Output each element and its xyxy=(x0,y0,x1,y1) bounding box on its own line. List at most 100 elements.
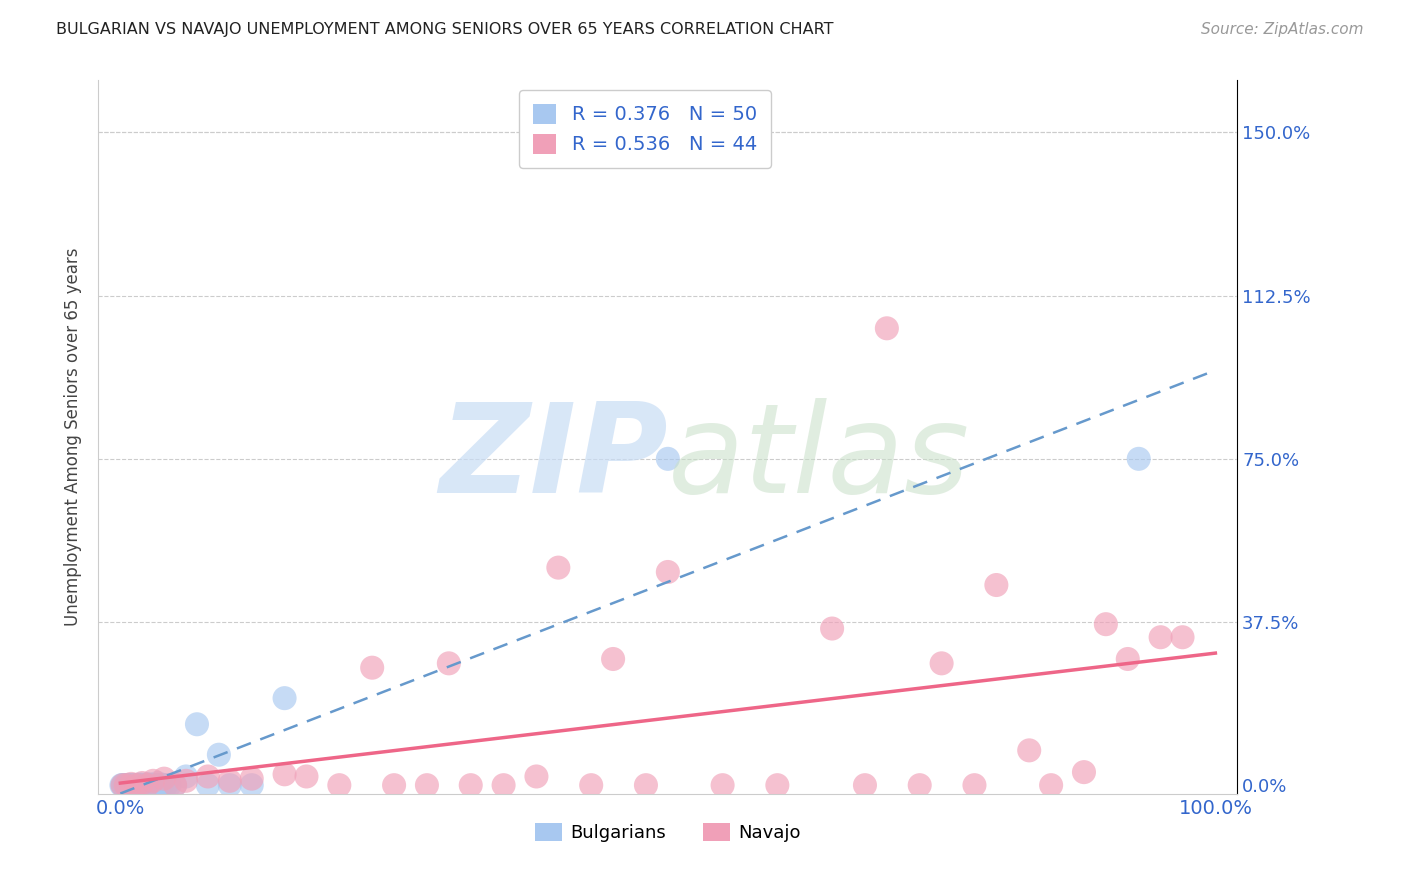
Point xyxy=(1149,630,1171,644)
Point xyxy=(127,778,149,792)
Point xyxy=(766,778,789,792)
Point xyxy=(122,778,145,792)
Point xyxy=(526,769,548,783)
Point xyxy=(361,661,384,675)
Point xyxy=(138,778,160,792)
Point xyxy=(579,778,602,792)
Point xyxy=(153,772,176,786)
Point xyxy=(136,778,159,792)
Point xyxy=(121,778,143,792)
Point xyxy=(143,778,166,792)
Point xyxy=(114,778,136,792)
Point xyxy=(145,778,167,792)
Point xyxy=(492,778,515,792)
Point xyxy=(120,778,142,792)
Point xyxy=(986,578,1008,592)
Point xyxy=(602,652,624,666)
Point xyxy=(145,778,167,792)
Point xyxy=(963,778,986,792)
Point xyxy=(131,778,153,792)
Point xyxy=(125,778,148,792)
Point xyxy=(240,772,263,786)
Point xyxy=(657,451,679,466)
Point xyxy=(547,560,569,574)
Point xyxy=(186,717,208,731)
Point xyxy=(382,778,405,792)
Point xyxy=(1095,617,1118,632)
Point xyxy=(931,657,953,671)
Point xyxy=(120,777,142,791)
Point xyxy=(115,778,138,792)
Point xyxy=(139,778,162,792)
Point xyxy=(174,773,197,788)
Point xyxy=(460,778,482,792)
Text: Source: ZipAtlas.com: Source: ZipAtlas.com xyxy=(1201,22,1364,37)
Point xyxy=(114,778,136,792)
Legend: Bulgarians, Navajo: Bulgarians, Navajo xyxy=(527,815,808,849)
Point xyxy=(110,778,132,792)
Point xyxy=(148,778,170,792)
Point xyxy=(218,778,240,792)
Point xyxy=(437,657,460,671)
Point xyxy=(124,778,146,792)
Point xyxy=(1171,630,1194,644)
Point xyxy=(134,778,156,792)
Point xyxy=(634,778,657,792)
Point xyxy=(295,769,318,783)
Text: atlas: atlas xyxy=(668,398,970,519)
Point xyxy=(149,778,172,792)
Point xyxy=(146,776,169,790)
Point xyxy=(208,747,231,762)
Point xyxy=(129,778,152,792)
Point xyxy=(657,565,679,579)
Point xyxy=(120,778,142,792)
Point xyxy=(124,778,146,792)
Point xyxy=(876,321,898,335)
Point xyxy=(1073,765,1095,780)
Point xyxy=(132,778,155,792)
Point xyxy=(218,773,240,788)
Point xyxy=(153,778,176,792)
Point xyxy=(125,778,148,792)
Point xyxy=(821,622,844,636)
Point xyxy=(142,778,165,792)
Point xyxy=(1116,652,1139,666)
Point xyxy=(197,778,219,792)
Point xyxy=(174,769,197,783)
Point xyxy=(711,778,734,792)
Point xyxy=(112,778,135,792)
Text: ZIP: ZIP xyxy=(439,398,668,519)
Point xyxy=(142,773,165,788)
Point xyxy=(273,767,295,781)
Point xyxy=(1040,778,1063,792)
Point xyxy=(273,691,295,706)
Point xyxy=(165,778,187,792)
Point xyxy=(135,778,157,792)
Point xyxy=(150,778,173,792)
Point xyxy=(328,778,350,792)
Point xyxy=(128,778,150,792)
Point xyxy=(141,778,163,792)
Point xyxy=(129,777,152,791)
Point xyxy=(111,778,134,792)
Point xyxy=(114,778,136,792)
Point xyxy=(1128,451,1150,466)
Point xyxy=(131,776,153,790)
Y-axis label: Unemployment Among Seniors over 65 years: Unemployment Among Seniors over 65 years xyxy=(65,248,83,626)
Point xyxy=(134,778,156,792)
Point xyxy=(1018,743,1040,757)
Point xyxy=(136,777,159,791)
Point xyxy=(416,778,439,792)
Point xyxy=(155,778,177,792)
Point xyxy=(111,778,134,792)
Point xyxy=(197,769,219,783)
Point xyxy=(139,778,162,792)
Point xyxy=(159,778,181,792)
Point xyxy=(240,778,263,792)
Point xyxy=(165,778,187,792)
Text: BULGARIAN VS NAVAJO UNEMPLOYMENT AMONG SENIORS OVER 65 YEARS CORRELATION CHART: BULGARIAN VS NAVAJO UNEMPLOYMENT AMONG S… xyxy=(56,22,834,37)
Point xyxy=(118,778,141,792)
Point xyxy=(117,778,139,792)
Point xyxy=(908,778,931,792)
Point xyxy=(853,778,876,792)
